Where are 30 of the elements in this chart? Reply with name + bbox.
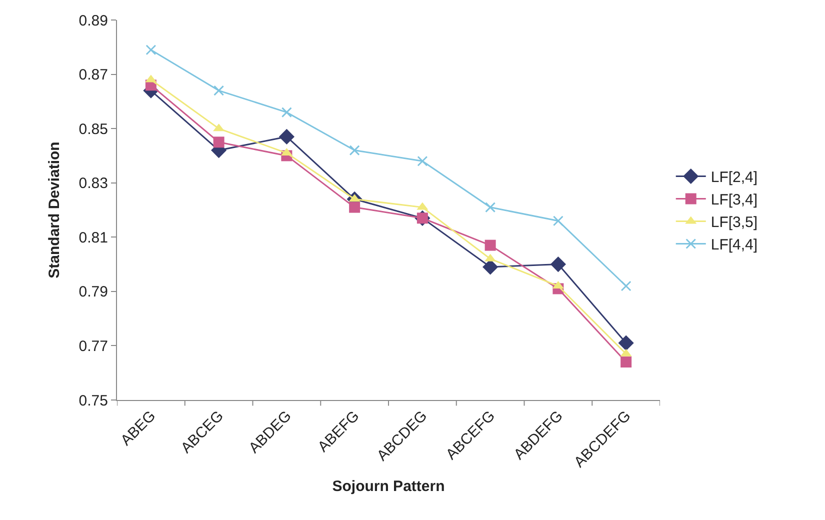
point [482, 259, 498, 275]
y-tick-label: 0.75 [78, 392, 108, 410]
y-tick-label: 0.83 [78, 175, 108, 192]
point [550, 256, 566, 272]
legend-label: LF[3,4] [710, 192, 758, 209]
y-axis-title: Standard Deviation [46, 142, 64, 278]
point [213, 136, 224, 148]
legend-label: LF[4,4] [710, 236, 758, 254]
point [349, 145, 360, 156]
y-tick-label: 0.87 [78, 66, 108, 84]
x-axis-title: Sojourn Pattern [332, 478, 445, 495]
point [620, 356, 632, 368]
point [618, 335, 634, 351]
point [552, 216, 564, 226]
y-tick-label: 0.89 [78, 12, 108, 30]
point [417, 156, 428, 166]
point [278, 128, 294, 145]
y-tick-label: 0.77 [78, 338, 108, 355]
point [485, 202, 496, 213]
point [281, 107, 292, 118]
point [484, 240, 496, 251]
y-tick-label: 0.79 [78, 284, 108, 301]
point [146, 44, 156, 56]
y-tick-label: 0.85 [78, 120, 108, 138]
point [620, 280, 632, 292]
y-tick-label: 0.81 [78, 229, 108, 246]
legend-label: LF[2,4] [710, 169, 758, 186]
legend-label: LF[3,5] [710, 214, 758, 232]
point [214, 85, 224, 96]
point [349, 202, 360, 213]
